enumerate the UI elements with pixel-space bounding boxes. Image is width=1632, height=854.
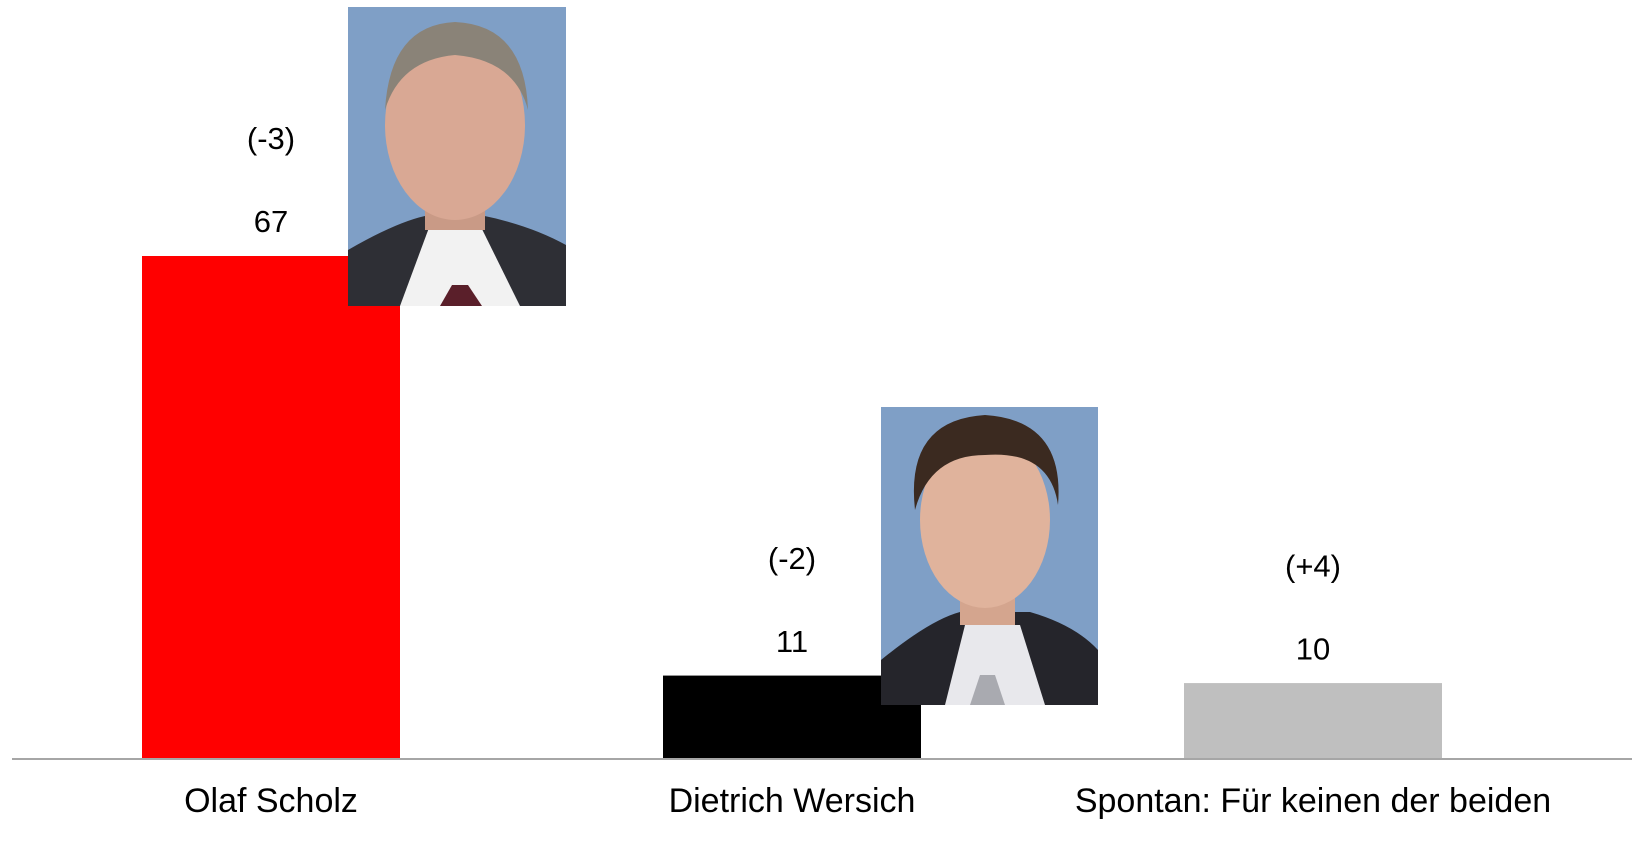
x-tick-label: Dietrich Wersich xyxy=(669,782,916,820)
x-tick-label: Spontan: Für keinen der beiden xyxy=(1075,782,1551,820)
value-label: 11 xyxy=(776,624,808,659)
photo xyxy=(348,7,566,306)
bar xyxy=(142,256,400,758)
value-label: 10 xyxy=(1296,631,1330,666)
bar xyxy=(1184,683,1442,758)
change-label: (-3) xyxy=(247,121,295,156)
change-label: (+4) xyxy=(1285,548,1341,583)
value-label: 67 xyxy=(254,204,288,239)
bar xyxy=(663,675,921,758)
change-label: (-2) xyxy=(768,541,816,576)
photo xyxy=(881,407,1098,705)
x-tick-label: Olaf Scholz xyxy=(184,782,358,820)
